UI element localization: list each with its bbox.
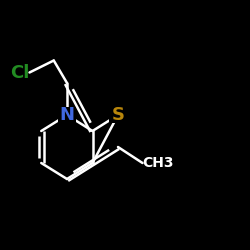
Text: Cl: Cl	[10, 64, 29, 82]
Bar	[58, 107, 76, 123]
Text: CH3: CH3	[142, 156, 174, 170]
Text: N: N	[60, 106, 74, 124]
Bar	[109, 107, 127, 123]
Text: S: S	[112, 106, 124, 124]
